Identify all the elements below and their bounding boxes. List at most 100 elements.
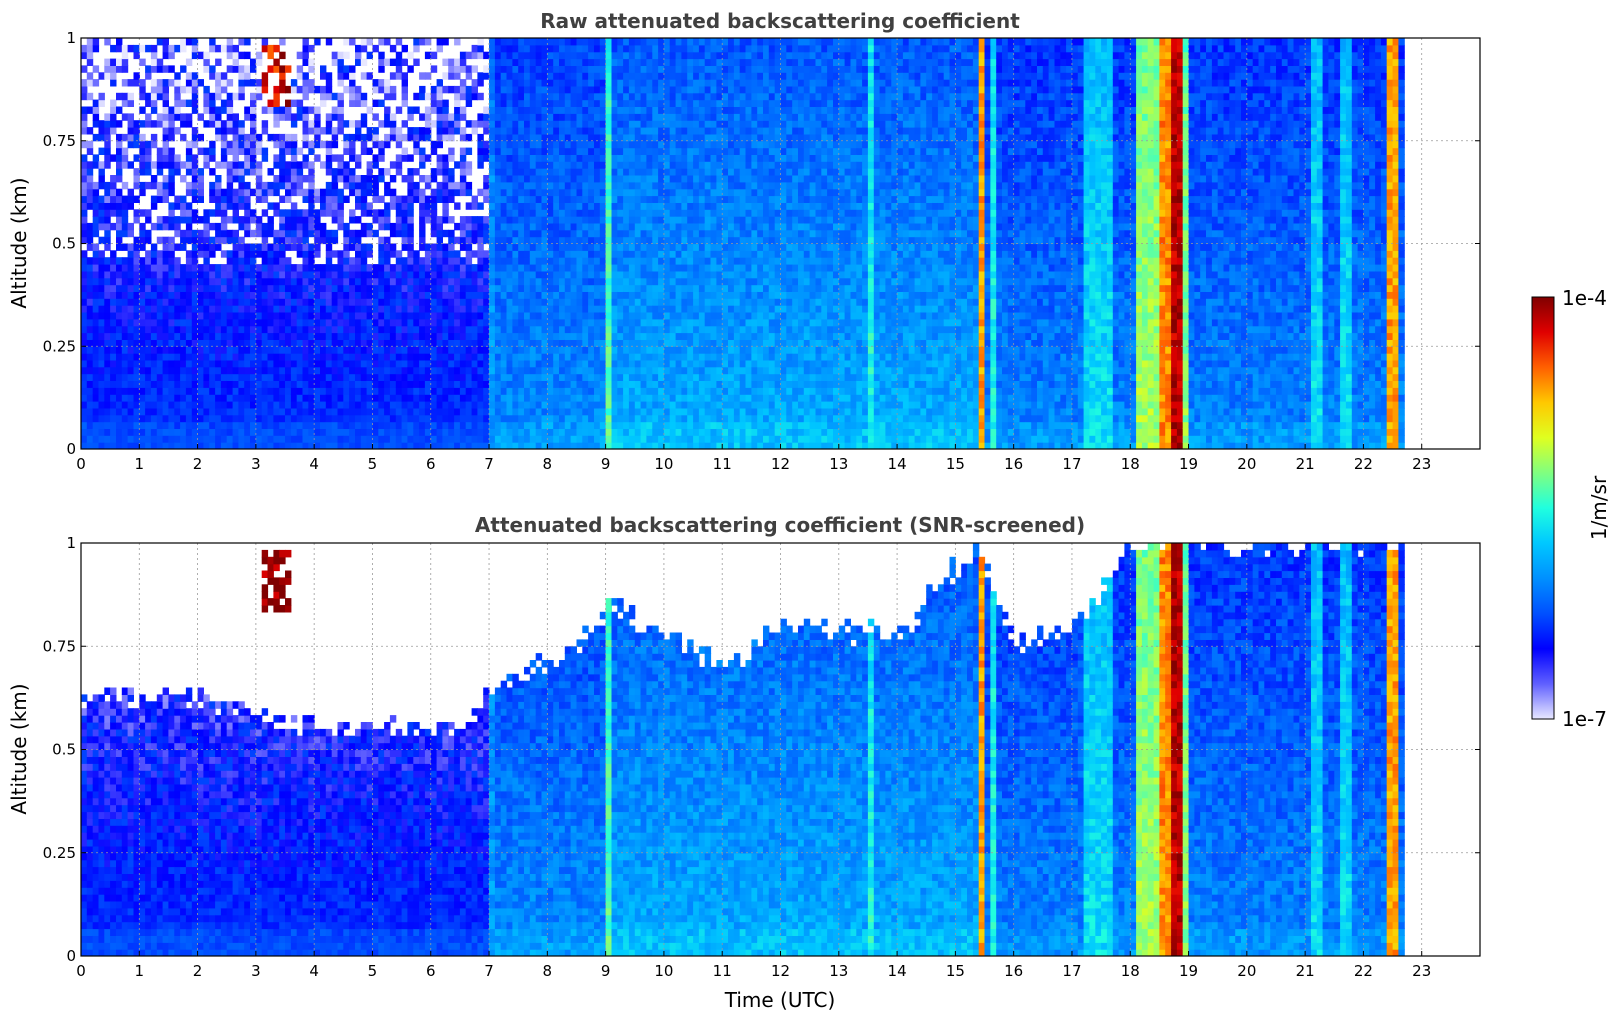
- heatmap-cell: [92, 222, 100, 231]
- heatmap-cell: [384, 58, 391, 66]
- heatmap-cell: [325, 346, 333, 354]
- heatmap-cell: [325, 236, 333, 245]
- heatmap-cell: [518, 181, 525, 190]
- heatmap-cell: [372, 421, 379, 429]
- heatmap-cell: [570, 99, 577, 107]
- heatmap-cell: [360, 359, 368, 368]
- heatmap-cell: [506, 257, 513, 265]
- heatmap-cell: [594, 373, 601, 381]
- heatmap-cell: [471, 202, 478, 210]
- heatmap-cell: [296, 216, 304, 224]
- heatmap-cell: [529, 79, 537, 87]
- heatmap-cell: [81, 291, 88, 299]
- heatmap-cell: [355, 120, 362, 128]
- heatmap-cell: [238, 257, 245, 265]
- heatmap-cell: [424, 106, 432, 114]
- heatmap-cell: [524, 332, 531, 340]
- heatmap-cell: [553, 257, 560, 265]
- heatmap-cell: [646, 435, 653, 443]
- heatmap-cell: [529, 175, 537, 183]
- heatmap-cell: [384, 79, 391, 87]
- heatmap-cell: [535, 250, 543, 258]
- heatmap-cell: [285, 277, 292, 286]
- heatmap-cell: [506, 127, 513, 135]
- heatmap-cell: [314, 270, 321, 279]
- heatmap-cell: [290, 442, 298, 449]
- heatmap-cell: [541, 407, 548, 416]
- heatmap-cell: [191, 133, 199, 142]
- heatmap-cell: [174, 243, 181, 251]
- heatmap-cell: [389, 366, 397, 375]
- heatmap-cell: [156, 380, 164, 388]
- heatmap-cell: [477, 257, 484, 265]
- heatmap-cell: [191, 284, 199, 292]
- heatmap-cell: [407, 332, 414, 340]
- heatmap-cell: [325, 113, 333, 121]
- heatmap-cell: [325, 229, 333, 238]
- heatmap-cell: [640, 442, 647, 449]
- heatmap-cell: [331, 318, 339, 327]
- heatmap-cell: [436, 154, 443, 162]
- heatmap-cell: [547, 236, 554, 245]
- heatmap-cell: [116, 168, 123, 176]
- heatmap-cell: [430, 243, 438, 251]
- heatmap-cell: [110, 222, 117, 231]
- heatmap-cell: [407, 168, 414, 176]
- heatmap-cell: [413, 181, 420, 190]
- heatmap-cell: [104, 407, 111, 416]
- heatmap-cell: [564, 195, 572, 203]
- heatmap-cell: [244, 332, 251, 340]
- heatmap-cell: [156, 38, 164, 46]
- heatmap-cell: [261, 222, 269, 231]
- heatmap-cell: [86, 414, 94, 423]
- heatmap-cell: [512, 277, 519, 286]
- heatmap-cell: [360, 202, 368, 210]
- heatmap-cell: [150, 181, 158, 190]
- heatmap-cell: [599, 243, 607, 251]
- heatmap-cell: [518, 38, 525, 46]
- heatmap-cell: [500, 99, 508, 107]
- heatmap-cell: [110, 284, 117, 292]
- heatmap-cell: [320, 229, 327, 238]
- heatmap-cell: [296, 318, 304, 327]
- heatmap-cell: [436, 222, 443, 231]
- heatmap-cell: [209, 106, 216, 114]
- heatmap-cell: [524, 181, 531, 190]
- heatmap-cell: [355, 92, 362, 101]
- heatmap-cell: [209, 113, 216, 121]
- heatmap-cell: [465, 202, 473, 210]
- heatmap-cell: [442, 120, 449, 128]
- heatmap-cell: [448, 181, 455, 190]
- heatmap-cell: [162, 195, 169, 203]
- heatmap-cell: [372, 195, 379, 203]
- heatmap-cell: [86, 127, 94, 135]
- heatmap-cell: [116, 243, 123, 251]
- heatmap-cell: [634, 202, 642, 210]
- heatmap-cell: [378, 366, 385, 375]
- heatmap-cell: [628, 147, 636, 155]
- heatmap-cell: [628, 154, 636, 162]
- heatmap-cell: [162, 127, 169, 135]
- heatmap-cell: [81, 373, 88, 381]
- heatmap-cell: [285, 270, 292, 279]
- heatmap-cell: [232, 305, 239, 313]
- heatmap-cell: [588, 312, 595, 320]
- heatmap-cell: [547, 229, 554, 238]
- heatmap-cell: [325, 79, 333, 87]
- heatmap-cell: [174, 353, 181, 361]
- heatmap-cell: [384, 394, 391, 402]
- heatmap-cell: [191, 209, 199, 217]
- heatmap-cell: [570, 325, 577, 334]
- heatmap-cell: [180, 270, 187, 279]
- heatmap-cell: [226, 236, 234, 245]
- heatmap-cell: [203, 332, 210, 340]
- heatmap-cell: [401, 332, 408, 340]
- heatmap-cell: [547, 428, 554, 436]
- heatmap-cell: [401, 318, 408, 327]
- heatmap-cell: [582, 325, 589, 334]
- heatmap-cell: [424, 353, 432, 361]
- heatmap-cell: [110, 359, 117, 368]
- heatmap-cell: [98, 216, 105, 224]
- heatmap-cell: [290, 387, 298, 395]
- heatmap-cell: [302, 188, 309, 197]
